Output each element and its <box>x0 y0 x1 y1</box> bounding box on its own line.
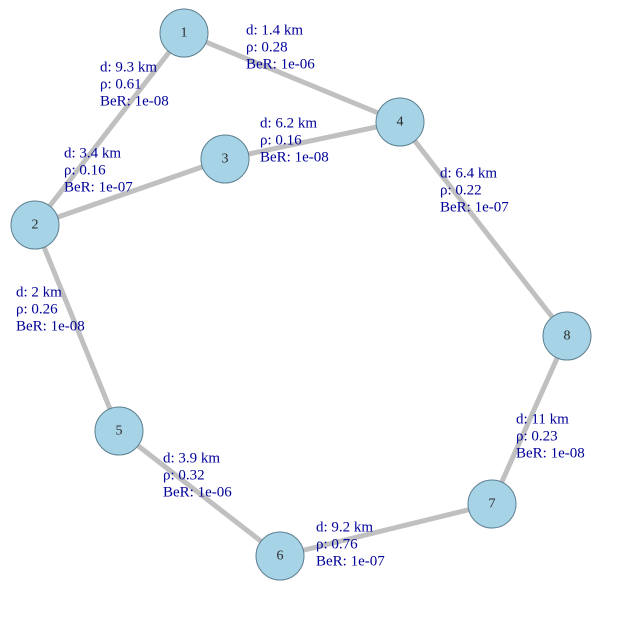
edge-2-5-rho: ρ: 0.26 <box>16 302 58 318</box>
edge-label-3-2: d: 3.4 kmρ: 0.16BeR: 1e-07 <box>64 146 133 196</box>
node-7: 7 <box>468 480 516 528</box>
node-4: 4 <box>376 98 424 146</box>
edge-1-4-d: d: 1.4 km <box>246 23 303 39</box>
edge-1-4 <box>184 33 400 122</box>
edge-label-1-4: d: 1.4 kmρ: 0.28BeR: 1e-06 <box>246 23 315 73</box>
node-8: 8 <box>543 312 591 360</box>
edge-3-4-d: d: 6.2 km <box>260 116 317 132</box>
edge-label-5-6: d: 3.9 kmρ: 0.32BeR: 1e-06 <box>163 451 232 501</box>
edge-4-8 <box>400 122 567 336</box>
node-4-label: 4 <box>397 115 404 130</box>
edge-1-2-d: d: 9.3 km <box>100 60 157 76</box>
node-5: 5 <box>95 407 143 455</box>
edge-label-4-8: d: 6.4 kmρ: 0.22BeR: 1e-07 <box>440 166 509 216</box>
edge-4-8-ber: BeR: 1e-07 <box>440 200 509 216</box>
edge-4-8-d: d: 6.4 km <box>440 166 497 182</box>
node-1: 1 <box>160 9 208 57</box>
node-3-label: 3 <box>222 152 229 167</box>
edge-label-8-7: d: 11 kmρ: 0.23BeR: 1e-08 <box>516 412 585 462</box>
edge-6-7-rho: ρ: 0.76 <box>316 537 358 553</box>
node-7-label: 7 <box>489 497 496 512</box>
edge-3-2-rho: ρ: 0.16 <box>64 163 106 179</box>
edge-3-4-rho: ρ: 0.16 <box>260 133 302 149</box>
node-6-label: 6 <box>277 549 284 564</box>
edge-2-5-d: d: 2 km <box>16 285 62 301</box>
node-5-label: 5 <box>116 424 123 439</box>
edge-3-4-ber: BeR: 1e-08 <box>260 150 329 166</box>
edge-5-6-rho: ρ: 0.32 <box>163 468 205 484</box>
edge-2-5-ber: BeR: 1e-08 <box>16 319 85 335</box>
edge-label-2-5: d: 2 kmρ: 0.26BeR: 1e-08 <box>16 285 85 335</box>
edge-1-4-ber: BeR: 1e-06 <box>246 57 315 73</box>
edge-8-7-d: d: 11 km <box>516 412 569 428</box>
edge-4-8-rho: ρ: 0.22 <box>440 183 482 199</box>
node-1-label: 1 <box>181 26 188 41</box>
edge-1-2-ber: BeR: 1e-08 <box>100 94 169 110</box>
edge-3-2-ber: BeR: 1e-07 <box>64 180 133 196</box>
node-2: 2 <box>11 201 59 249</box>
node-2-label: 2 <box>32 218 39 233</box>
edge-6-7-ber: BeR: 1e-07 <box>316 554 385 570</box>
node-3: 3 <box>201 135 249 183</box>
node-8-label: 8 <box>564 329 571 344</box>
edge-6-7-d: d: 9.2 km <box>316 520 373 536</box>
edge-6-7 <box>280 504 492 556</box>
edge-1-2-rho: ρ: 0.61 <box>100 77 142 93</box>
network-diagram: d: 9.3 kmρ: 0.61BeR: 1e-08d: 1.4 kmρ: 0.… <box>0 0 640 618</box>
edge-5-6-ber: BeR: 1e-06 <box>163 485 232 501</box>
edge-1-4-rho: ρ: 0.28 <box>246 40 288 56</box>
edge-label-6-7: d: 9.2 kmρ: 0.76BeR: 1e-07 <box>316 520 385 570</box>
edge-8-7-rho: ρ: 0.23 <box>516 429 558 445</box>
edge-3-2-d: d: 3.4 km <box>64 146 121 162</box>
edge-8-7-ber: BeR: 1e-08 <box>516 446 585 462</box>
edge-5-6-d: d: 3.9 km <box>163 451 220 467</box>
node-6: 6 <box>256 532 304 580</box>
